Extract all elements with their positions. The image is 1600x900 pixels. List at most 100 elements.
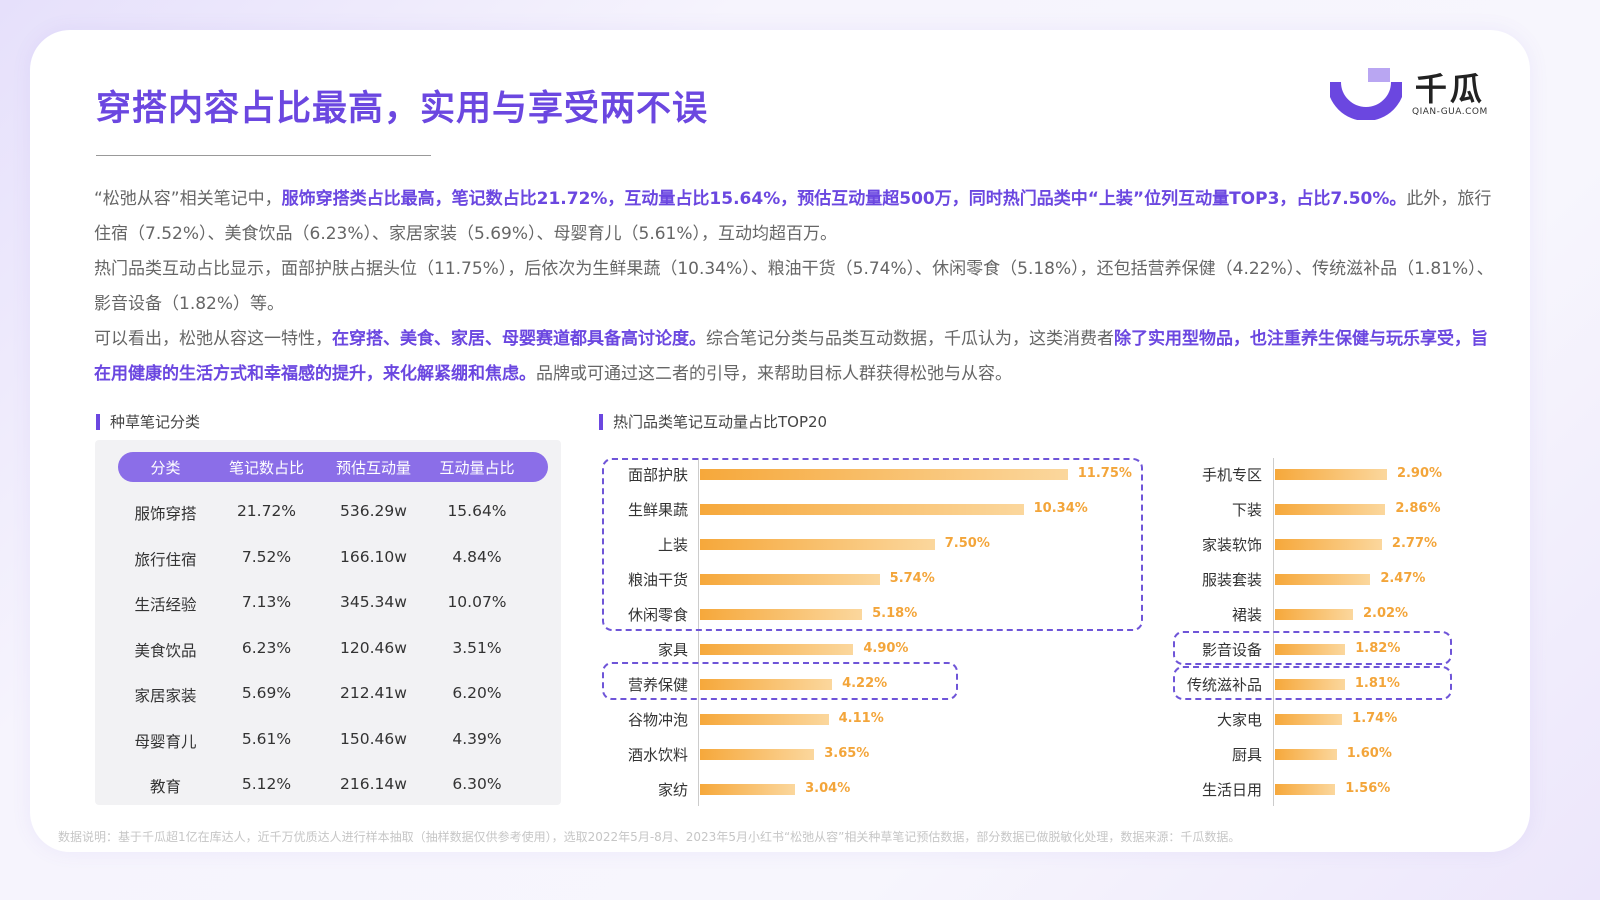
table-cell: 生活经验 xyxy=(134,596,197,614)
category-label: 生活日用 xyxy=(1201,781,1262,799)
bar xyxy=(1275,644,1346,655)
bar xyxy=(700,504,1024,515)
header-cell: 预估互动量 xyxy=(335,458,411,477)
highlight-text: 除了实用型物品，也注重养生保健与玩乐享受，旨在用健康的生活方式和幸福感的提升，来… xyxy=(94,329,1488,384)
category-label: 面部护肤 xyxy=(627,466,688,484)
value-label: 1.82% xyxy=(1355,641,1401,656)
bar xyxy=(700,539,935,550)
body-text: “松弛从容”相关笔记中， xyxy=(94,189,282,209)
category-label: 手机专区 xyxy=(1201,466,1262,484)
table-row: 教育 5.12% 216.14w 6.30% xyxy=(118,775,548,797)
bar xyxy=(700,714,829,725)
value-label: 4.11% xyxy=(838,711,884,726)
page-title: 穿搭内容占比最高，实用与享受两不误 xyxy=(96,89,709,129)
category-label: 下装 xyxy=(1231,501,1262,519)
table-cell: 536.29w xyxy=(340,502,407,520)
body-text: 品牌或可通过这二者的引导，来帮助目标人群获得松弛与从容。 xyxy=(536,364,1012,384)
category-label: 厨具 xyxy=(1231,746,1262,764)
value-label: 1.81% xyxy=(1354,676,1400,691)
highlight-box xyxy=(602,458,1143,631)
value-label: 4.22% xyxy=(842,676,888,691)
table-cell: 5.69% xyxy=(241,684,292,702)
value-label: 2.90% xyxy=(1396,466,1443,481)
category-label: 裙装 xyxy=(1231,606,1262,624)
table-cell: 212.41w xyxy=(340,684,407,702)
summary-text: “松弛从容”相关笔记中，服饰穿搭类占比最高，笔记数占比21.72%，互动量占比1… xyxy=(94,182,1494,392)
header-cell: 分类 xyxy=(150,458,181,477)
value-label: 5.74% xyxy=(889,571,935,586)
value-label: 1.74% xyxy=(1352,711,1398,726)
footer-note: 数据说明：基于千瓜超1亿在库达人，近千万优质达人进行样本抽取（抽样数据仅供参考使… xyxy=(58,830,1241,844)
highlight-text: 在穿搭、美食、家居、母婴赛道都具备高讨论度。 xyxy=(332,329,706,349)
value-label: 7.50% xyxy=(944,536,990,551)
category-label: 影音设备 xyxy=(1201,641,1262,659)
table-cell: 3.51% xyxy=(452,638,502,657)
table-cell: 120.46w xyxy=(340,638,407,657)
table-cell: 母婴育儿 xyxy=(134,732,197,751)
table-cell: 166.10w xyxy=(340,547,407,566)
table-row: 美食饮品 6.23% 120.46w 3.51% xyxy=(118,639,548,661)
table-cell: 345.34w xyxy=(340,593,407,611)
qiangua-logo: 千瓜 QIAN-GUA.COM xyxy=(1327,68,1488,121)
note-category-table: 分类 笔记数占比 预估互动量 互动量占比 服饰穿搭 21.72% 536.29w 15… xyxy=(95,440,561,805)
category-label: 家装软饰 xyxy=(1201,536,1262,554)
table-cell: 5.12% xyxy=(241,775,292,793)
category-label: 服装套装 xyxy=(1201,571,1262,589)
bar xyxy=(700,469,1068,480)
header-cell: 互动量占比 xyxy=(439,458,515,477)
table-row: 家居家装 5.69% 212.41w 6.20% xyxy=(118,684,548,706)
bar xyxy=(700,784,796,795)
table-row: 旅行住宿 7.52% 166.10w 4.84% xyxy=(118,548,548,570)
category-label: 营养保健 xyxy=(627,676,688,694)
table-row: 生活经验 7.13% 345.34w 10.07% xyxy=(118,593,548,615)
bar xyxy=(1275,714,1343,725)
table-cell: 150.46w xyxy=(340,729,407,748)
category-label: 家具 xyxy=(657,641,688,659)
category-label: 传统滋补品 xyxy=(1186,676,1262,694)
paragraph: 可以看出，松弛从容这一特性，在穿搭、美食、家居、母婴赛道都具备高讨论度。综合笔记… xyxy=(94,322,1494,392)
value-label: 2.02% xyxy=(1362,606,1409,621)
value-label: 1.60% xyxy=(1346,746,1392,761)
highlight-box xyxy=(602,662,958,700)
body-text: 可以看出，松弛从容这一特性， xyxy=(94,329,332,349)
table-section-title: 种草笔记分类 xyxy=(96,414,200,430)
value-label: 4.90% xyxy=(863,641,909,656)
bar xyxy=(1275,539,1382,550)
body-text: 此外，旅行住宿（7.52%）、美食饮品（6.23%）、家居家装（5.69%）、母… xyxy=(94,189,1492,244)
bar xyxy=(1275,749,1337,760)
value-label: 11.75% xyxy=(1077,466,1132,481)
table-cell: 21.72% xyxy=(236,502,297,520)
paragraph: “松弛从容”相关笔记中，服饰穿搭类占比最高，笔记数占比21.72%，互动量占比1… xyxy=(94,182,1494,252)
table-cell: 7.52% xyxy=(241,547,292,566)
body-text: 综合笔记分类与品类互动数据，千瓜认为，这类消费者 xyxy=(706,329,1114,349)
table-cell: 6.23% xyxy=(241,638,292,657)
logo-text: 千瓜 xyxy=(1414,70,1485,108)
header-cell: 笔记数占比 xyxy=(228,458,304,477)
highlight-box xyxy=(1173,666,1452,700)
highlight-box xyxy=(1173,631,1452,665)
table-header: 分类 笔记数占比 预估互动量 互动量占比 xyxy=(118,452,548,482)
category-label: 酒水饮料 xyxy=(627,746,688,764)
table-cell: 教育 xyxy=(149,778,181,796)
bar xyxy=(700,749,815,760)
highlight-text: 服饰穿搭类占比最高，笔记数占比21.72%，互动量占比15.64%，预估互动量超… xyxy=(281,189,1407,209)
bar xyxy=(700,609,863,620)
bar xyxy=(1275,609,1353,620)
title-divider xyxy=(96,155,431,156)
bar xyxy=(1275,504,1386,515)
table-cell: 6.30% xyxy=(452,775,502,793)
bar xyxy=(1275,784,1336,795)
table-cell: 美食饮品 xyxy=(134,641,197,660)
bar xyxy=(700,574,880,585)
category-label: 上装 xyxy=(657,536,688,554)
table-cell: 旅行住宿 xyxy=(134,550,197,569)
table-cell: 7.13% xyxy=(241,593,292,611)
category-label: 休闲零食 xyxy=(627,606,688,624)
value-label: 3.65% xyxy=(824,746,870,761)
chart-title: 热门品类笔记互动量占比TOP20 xyxy=(599,414,827,430)
table-row: 服饰穿搭 21.72% 536.29w 15.64% xyxy=(118,502,548,524)
bar xyxy=(700,644,854,655)
table-cell: 家居家装 xyxy=(134,687,197,705)
bar xyxy=(1275,469,1387,480)
table-cell: 5.61% xyxy=(241,729,292,748)
